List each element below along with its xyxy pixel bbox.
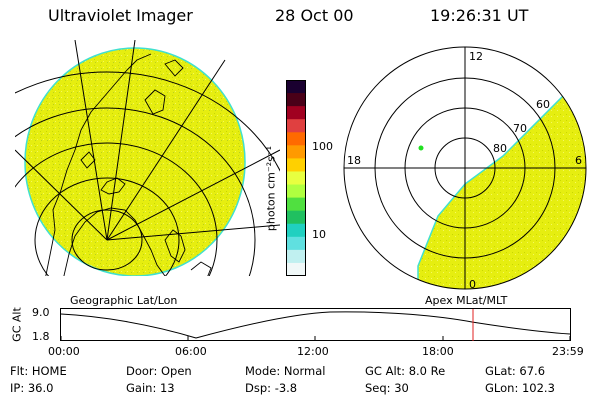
left-panel-caption: Geographic Lat/Lon	[70, 294, 178, 307]
x-tick-1800: 18:00	[422, 345, 454, 358]
aurora-oval	[24, 47, 246, 277]
status-flt: Flt: HOME	[10, 364, 67, 378]
status-mode: Mode: Normal	[245, 364, 326, 378]
mlat-mlt-plot: 12 18 6 0 60 70 80	[343, 46, 587, 291]
status-ip: IP: 36.0	[10, 381, 54, 395]
status-door: Door: Open	[126, 364, 192, 378]
colorbar-band	[286, 223, 306, 238]
colorbar	[286, 80, 306, 276]
mlt-label-0: 0	[469, 278, 476, 291]
status-seq: Seq: 30	[365, 381, 409, 395]
altitude-plot	[60, 308, 571, 341]
aurora-region	[417, 74, 586, 289]
aurora-spot	[418, 145, 424, 151]
colorbar-band	[286, 236, 306, 251]
geographic-image	[15, 40, 280, 295]
x-tick-0000: 00:00	[48, 345, 80, 358]
colorbar-band	[286, 119, 306, 133]
colorbar-band	[286, 210, 306, 225]
status-glat: GLat: 67.6	[485, 364, 546, 378]
altitude-curve	[60, 311, 571, 339]
colorbar-band	[286, 184, 306, 199]
mlt-label-18: 18	[347, 154, 361, 167]
mlat-label-70: 70	[513, 122, 527, 135]
x-tick-0600: 06:00	[175, 345, 207, 358]
colorbar-band	[286, 158, 306, 172]
status-dsp: Dsp: -3.8	[245, 381, 298, 395]
colorbar-band	[286, 106, 306, 120]
status-gc-alt: GC Alt: 8.0 Re	[365, 364, 446, 378]
mlt-label-6: 6	[575, 154, 582, 167]
time-label: 19:26:31 UT	[430, 6, 529, 25]
lon-lines	[15, 40, 280, 241]
mlat-label-80: 80	[493, 142, 507, 155]
colorbar-band	[286, 249, 306, 264]
colorbar-band	[286, 80, 306, 94]
colorbar-unit-label: photon cm⁻²s⁻¹	[264, 145, 278, 232]
status-gain: Gain: 13	[126, 381, 175, 395]
colorbar-band	[286, 171, 306, 186]
colorbar-band	[286, 93, 306, 107]
date-label: 28 Oct 00	[275, 6, 354, 25]
gc-alt-tick-9: 9.0	[32, 306, 50, 319]
mlat-label-60: 60	[536, 98, 550, 111]
gc-alt-tick-1.8: 1.8	[32, 330, 50, 343]
instrument-title: Ultraviolet Imager	[48, 6, 193, 25]
x-tick-1200: 12:00	[297, 345, 329, 358]
gc-alt-label: GC Alt	[10, 307, 24, 342]
right-panel-caption: Apex MLat/MLT	[425, 294, 508, 307]
colorbar-band	[286, 132, 306, 146]
colorbar-band	[286, 197, 306, 212]
status-glon: GLon: 102.3	[485, 381, 555, 395]
coastlines	[44, 53, 212, 281]
colorbar-band	[286, 262, 306, 276]
lat-circles	[15, 71, 280, 295]
colorbar-band	[286, 145, 306, 159]
x-tick-2359: 23:59	[552, 345, 584, 358]
mlt-label-12: 12	[469, 50, 483, 63]
colorbar-tick-100: 100	[312, 140, 333, 153]
colorbar-tick-10: 10	[312, 228, 326, 241]
